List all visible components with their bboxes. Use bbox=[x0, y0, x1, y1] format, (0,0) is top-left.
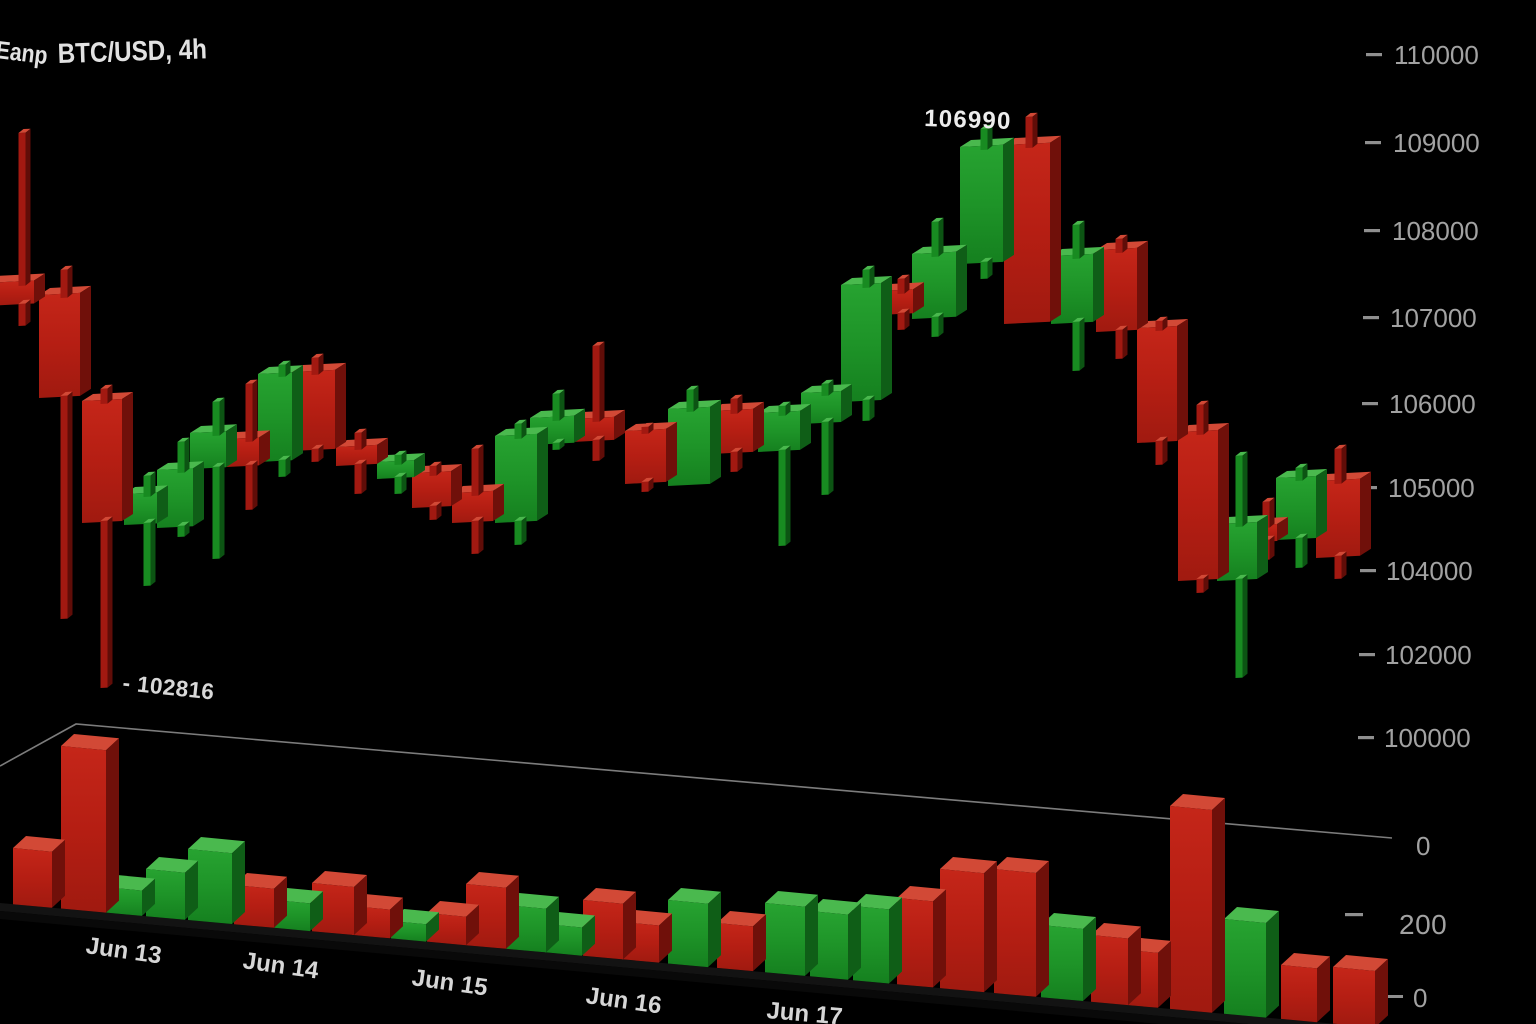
svg-text:tEanp: tEanp bbox=[0, 35, 49, 70]
svg-text:102000: 102000 bbox=[1385, 640, 1472, 670]
svg-text:104000: 104000 bbox=[1386, 556, 1473, 586]
svg-text:105000: 105000 bbox=[1388, 473, 1475, 503]
svg-text:100000: 100000 bbox=[1384, 723, 1471, 753]
svg-text:109000: 109000 bbox=[1393, 128, 1480, 158]
svg-text:BTC/USD, 4h: BTC/USD, 4h bbox=[57, 33, 207, 70]
svg-text:106000: 106000 bbox=[1389, 389, 1476, 419]
svg-text:0: 0 bbox=[1413, 983, 1427, 1013]
svg-text:0: 0 bbox=[1416, 831, 1430, 861]
svg-text:110000: 110000 bbox=[1394, 40, 1479, 70]
svg-text:108000: 108000 bbox=[1392, 216, 1479, 246]
svg-text:107000: 107000 bbox=[1390, 303, 1477, 333]
svg-text:200: 200 bbox=[1399, 909, 1447, 940]
svg-text:106990: 106990 bbox=[924, 105, 1012, 135]
